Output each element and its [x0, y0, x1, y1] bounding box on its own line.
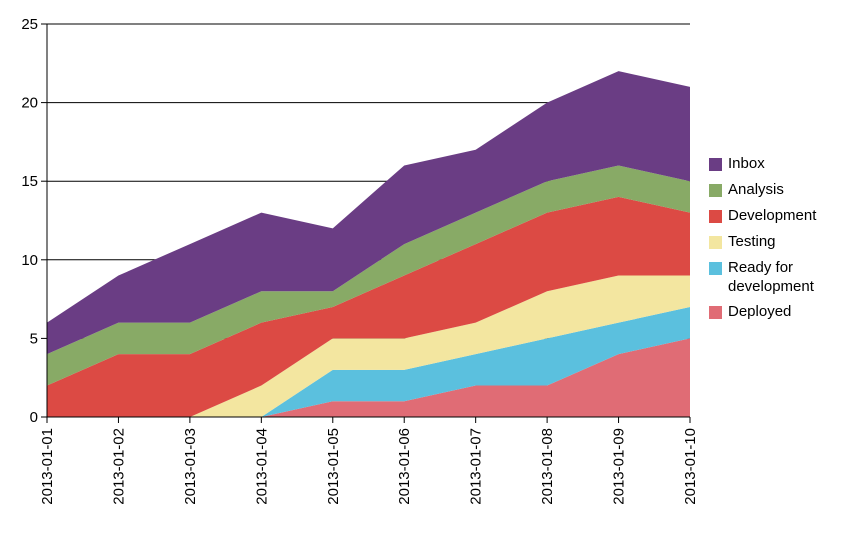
y-tick-label-15: 15 — [21, 173, 38, 190]
x-tick-labels: 2013-01-01 2013-01-02 2013-01-03 2013-01-04… — [39, 428, 699, 505]
x-tick-label-2013-01-09: 2013-01-09 — [611, 428, 628, 505]
x-tick-label-2013-01-06: 2013-01-06 — [396, 428, 413, 505]
area-series — [47, 71, 690, 417]
legend-label: Deployed — [728, 303, 792, 320]
legend-label: Development — [728, 207, 817, 224]
legend-label: Inbox — [728, 155, 765, 172]
y-tick-label-20: 20 — [21, 95, 38, 112]
y-tick-label-5: 5 — [30, 330, 38, 347]
area-inbox — [47, 71, 690, 355]
area-deployed — [47, 338, 690, 417]
area-testing — [47, 275, 690, 417]
legend-swatch — [709, 262, 722, 275]
y-tick-labels: 0 5 10 15 20 25 — [21, 16, 38, 426]
x-tick-label-2013-01-08: 2013-01-08 — [539, 428, 556, 505]
x-tick-label-2013-01-01: 2013-01-01 — [39, 428, 56, 505]
legend-swatch — [709, 184, 722, 197]
y-tick-label-0: 0 — [30, 409, 38, 426]
legend-swatch — [709, 236, 722, 249]
area-development — [47, 196, 690, 417]
x-tick-label-2013-01-04: 2013-01-04 — [253, 428, 270, 505]
legend-swatch — [709, 306, 722, 319]
axes — [41, 23, 691, 423]
x-tick-label-2013-01-07: 2013-01-07 — [468, 428, 485, 505]
y-tick-label-25: 25 — [21, 16, 38, 33]
legend-label: Analysis — [728, 181, 784, 198]
x-tick-label-2013-01-02: 2013-01-02 — [110, 428, 127, 505]
area-ready-for-development — [47, 306, 690, 417]
x-tick-label-2013-01-03: 2013-01-03 — [182, 428, 199, 505]
x-tick-label-2013-01-10: 2013-01-10 — [682, 428, 699, 505]
legend-swatch — [709, 158, 722, 171]
x-tick-label-2013-01-05: 2013-01-05 — [325, 428, 342, 505]
legend-label: Testing — [728, 233, 776, 250]
legend-swatch — [709, 210, 722, 223]
legend-label: Ready for development — [728, 259, 814, 295]
area-analysis — [47, 165, 690, 386]
y-tick-label-10: 10 — [21, 252, 38, 269]
